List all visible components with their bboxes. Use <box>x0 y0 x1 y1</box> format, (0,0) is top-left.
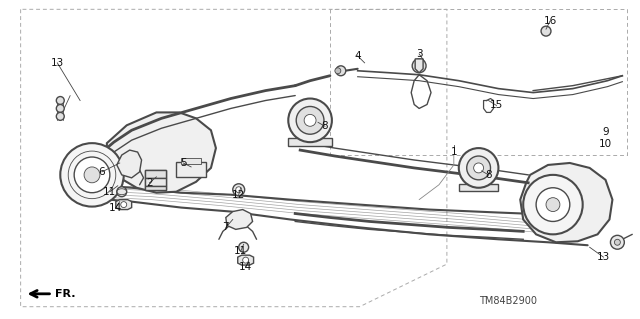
Bar <box>145 170 166 190</box>
Text: 6: 6 <box>99 167 105 177</box>
Text: 4: 4 <box>355 51 361 61</box>
Text: 8: 8 <box>485 170 492 180</box>
Circle shape <box>56 105 64 112</box>
Circle shape <box>459 148 499 188</box>
Text: 16: 16 <box>543 16 557 26</box>
Circle shape <box>84 167 100 183</box>
Circle shape <box>304 115 316 126</box>
Bar <box>145 186 166 190</box>
Text: 10: 10 <box>599 139 612 149</box>
Circle shape <box>611 235 625 249</box>
Circle shape <box>524 175 582 234</box>
Circle shape <box>236 187 242 193</box>
Bar <box>288 138 332 146</box>
Text: 7: 7 <box>223 222 229 233</box>
Bar <box>145 170 166 178</box>
Circle shape <box>336 66 346 76</box>
Text: FR.: FR. <box>55 289 76 299</box>
Circle shape <box>536 188 570 221</box>
Bar <box>459 184 499 191</box>
Text: 11: 11 <box>103 187 116 197</box>
Circle shape <box>116 187 127 197</box>
Circle shape <box>412 59 426 73</box>
Circle shape <box>296 107 324 134</box>
Polygon shape <box>237 255 253 265</box>
Bar <box>145 178 166 186</box>
Circle shape <box>614 239 620 245</box>
Text: 11: 11 <box>234 246 247 256</box>
Circle shape <box>546 198 560 211</box>
Polygon shape <box>116 150 141 178</box>
Text: 9: 9 <box>602 127 609 137</box>
Polygon shape <box>107 112 216 193</box>
Circle shape <box>60 143 124 207</box>
Text: 14: 14 <box>239 262 252 272</box>
Circle shape <box>121 202 127 208</box>
Bar <box>176 162 206 177</box>
Text: 15: 15 <box>490 100 503 110</box>
Text: 14: 14 <box>109 203 122 212</box>
Circle shape <box>233 184 244 196</box>
Text: 13: 13 <box>51 58 64 68</box>
Text: 13: 13 <box>597 252 610 262</box>
Circle shape <box>56 112 64 120</box>
Polygon shape <box>116 200 132 210</box>
Circle shape <box>243 257 248 263</box>
Text: TM84B2900: TM84B2900 <box>479 296 538 306</box>
Circle shape <box>335 68 341 74</box>
Circle shape <box>541 26 551 36</box>
Polygon shape <box>520 163 612 242</box>
Circle shape <box>74 157 110 193</box>
Circle shape <box>474 163 484 173</box>
Text: 1: 1 <box>451 147 457 157</box>
Text: 2: 2 <box>146 178 153 188</box>
Bar <box>181 158 201 164</box>
Text: 5: 5 <box>180 158 186 168</box>
Circle shape <box>239 242 248 252</box>
Polygon shape <box>226 210 253 229</box>
Text: 3: 3 <box>416 49 422 59</box>
Text: 8: 8 <box>322 121 328 131</box>
Circle shape <box>467 156 490 180</box>
Polygon shape <box>415 59 423 73</box>
Circle shape <box>56 97 64 105</box>
Circle shape <box>288 99 332 142</box>
Text: 12: 12 <box>232 190 245 200</box>
